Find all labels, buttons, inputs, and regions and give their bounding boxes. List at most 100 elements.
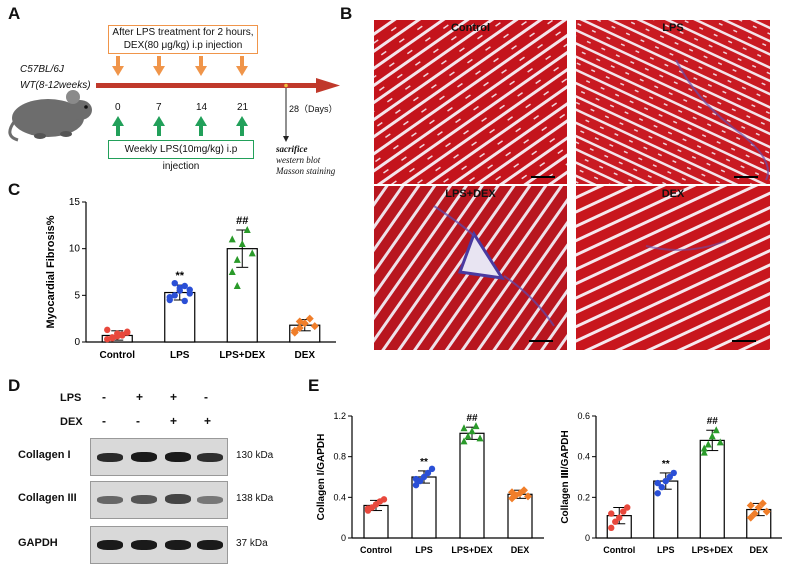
data-point (364, 505, 372, 512)
x-tick-label: LPS (170, 350, 190, 361)
data-point (662, 477, 669, 485)
band (165, 540, 191, 550)
data-point (176, 284, 183, 292)
data-point (658, 483, 665, 491)
data-point (704, 440, 712, 448)
x-tick-label: LPS+DEX (219, 350, 265, 361)
y-tick-label: 0 (341, 533, 346, 543)
histology-label-control: Control (450, 22, 491, 34)
x-tick-label: LPS (415, 545, 433, 555)
data-point (758, 499, 767, 508)
y-axis-label: Collagen I/GAPDH (316, 434, 327, 521)
blot-collagen-3 (90, 481, 228, 519)
lps-row-label: LPS (60, 392, 82, 404)
band (165, 452, 191, 462)
data-point (228, 235, 236, 243)
wb-label-collagen-3: Collagen III (18, 492, 77, 504)
dex-row-label: DEX (60, 416, 83, 428)
mouse-strain: C57BL/6J (20, 64, 64, 75)
mouse-icon (8, 90, 92, 142)
data-point (186, 286, 193, 293)
data-point (412, 475, 420, 483)
data-point (166, 294, 173, 301)
data-point (746, 513, 755, 522)
mouse-type: WT(8-12weeks) (20, 80, 91, 91)
band (97, 496, 123, 504)
data-point (754, 503, 763, 512)
y-tick-label: 15 (69, 197, 81, 208)
data-point (508, 488, 516, 497)
data-point (124, 328, 131, 335)
y-tick-label: 0.8 (333, 452, 346, 462)
timepoint-14: 14 (196, 102, 208, 113)
x-tick-label: LPS (657, 545, 675, 555)
y-tick-label: 0.2 (577, 492, 590, 502)
western-blot-label: western blot (276, 155, 321, 165)
scale-bar (734, 176, 758, 178)
band (131, 495, 157, 504)
data-point (233, 255, 241, 263)
blot-gapdh (90, 526, 228, 564)
data-point (460, 424, 468, 432)
x-tick-label: DEX (749, 545, 768, 555)
data-point (290, 326, 299, 335)
panel-letter-c: C (8, 180, 21, 199)
histology-image-dex: DEX (576, 186, 770, 350)
bar (459, 432, 485, 539)
lps-sign-3: + (170, 390, 178, 404)
histology-image-lps-dex: LPS+DEX (374, 186, 567, 350)
band (197, 540, 223, 550)
dex-sign-3: + (170, 414, 178, 428)
chart-collagen-1: 0 0.4 0.8 1.2 Collagen I/GAPDH Control ** LPS ##… (316, 411, 544, 555)
significance-label: ** (420, 457, 428, 468)
significance-label: ** (662, 459, 670, 470)
y-tick-label: 0 (585, 533, 590, 543)
x-tick-label: LPS+DEX (451, 545, 492, 555)
data-point (708, 432, 716, 440)
panel-letter-e: E (308, 376, 320, 395)
scale-bar (531, 176, 555, 178)
lps-treatment-box: Weekly LPS(10mg/kg) i.p injection (108, 140, 254, 172)
timeline-arrow (96, 78, 340, 142)
kda-collagen-1: 130 kDa (236, 450, 274, 461)
histology-label-dex: DEX (661, 188, 685, 200)
data-point (412, 481, 420, 489)
dex-treatment-box: After LPS treatment for 2 hours, DEX(80 … (108, 25, 258, 54)
timepoint-7: 7 (156, 102, 162, 113)
wb-label-gapdh: GAPDH (18, 537, 58, 549)
data-point (666, 473, 673, 481)
kda-collagen-3: 138 kDa (236, 493, 274, 504)
band (197, 496, 223, 504)
data-point (712, 426, 720, 434)
data-point (109, 335, 116, 342)
panel-letter-a: A (8, 4, 21, 23)
data-point (612, 518, 619, 525)
dex-sign-4: + (204, 414, 212, 428)
data-point (295, 317, 304, 326)
data-point (248, 249, 256, 257)
scale-bar (529, 340, 553, 342)
kda-gapdh: 37 kDa (236, 538, 268, 549)
significance-label: ## (707, 416, 719, 427)
dex-injection-arrows (112, 56, 248, 76)
data-point (171, 292, 178, 299)
lps-injection-arrows (112, 116, 248, 136)
x-tick-label: Control (360, 545, 392, 555)
chart-collagen-3: 0 0.2 0.4 0.6 Collagen Ⅲ/GAPDH Control ** LPS ##… (560, 411, 782, 555)
data-point (762, 507, 771, 516)
data-point (608, 524, 615, 532)
x-tick-label: Control (603, 545, 635, 555)
data-point (181, 282, 188, 290)
data-point (700, 444, 708, 452)
chart-myocardial-fibrosis: 0 5 10 15 Myocardial Fibrosis% Control ** LPS ##… (45, 197, 336, 361)
masson-staining-label: Masson staining (276, 166, 336, 176)
band (165, 494, 191, 504)
data-point (654, 479, 661, 487)
data-point (654, 490, 661, 497)
panel-letter-d: D (8, 376, 21, 395)
data-point (104, 326, 111, 334)
data-point (380, 496, 388, 503)
data-point (524, 492, 532, 501)
lps-sign-4: - (204, 390, 208, 404)
data-point (616, 514, 623, 521)
